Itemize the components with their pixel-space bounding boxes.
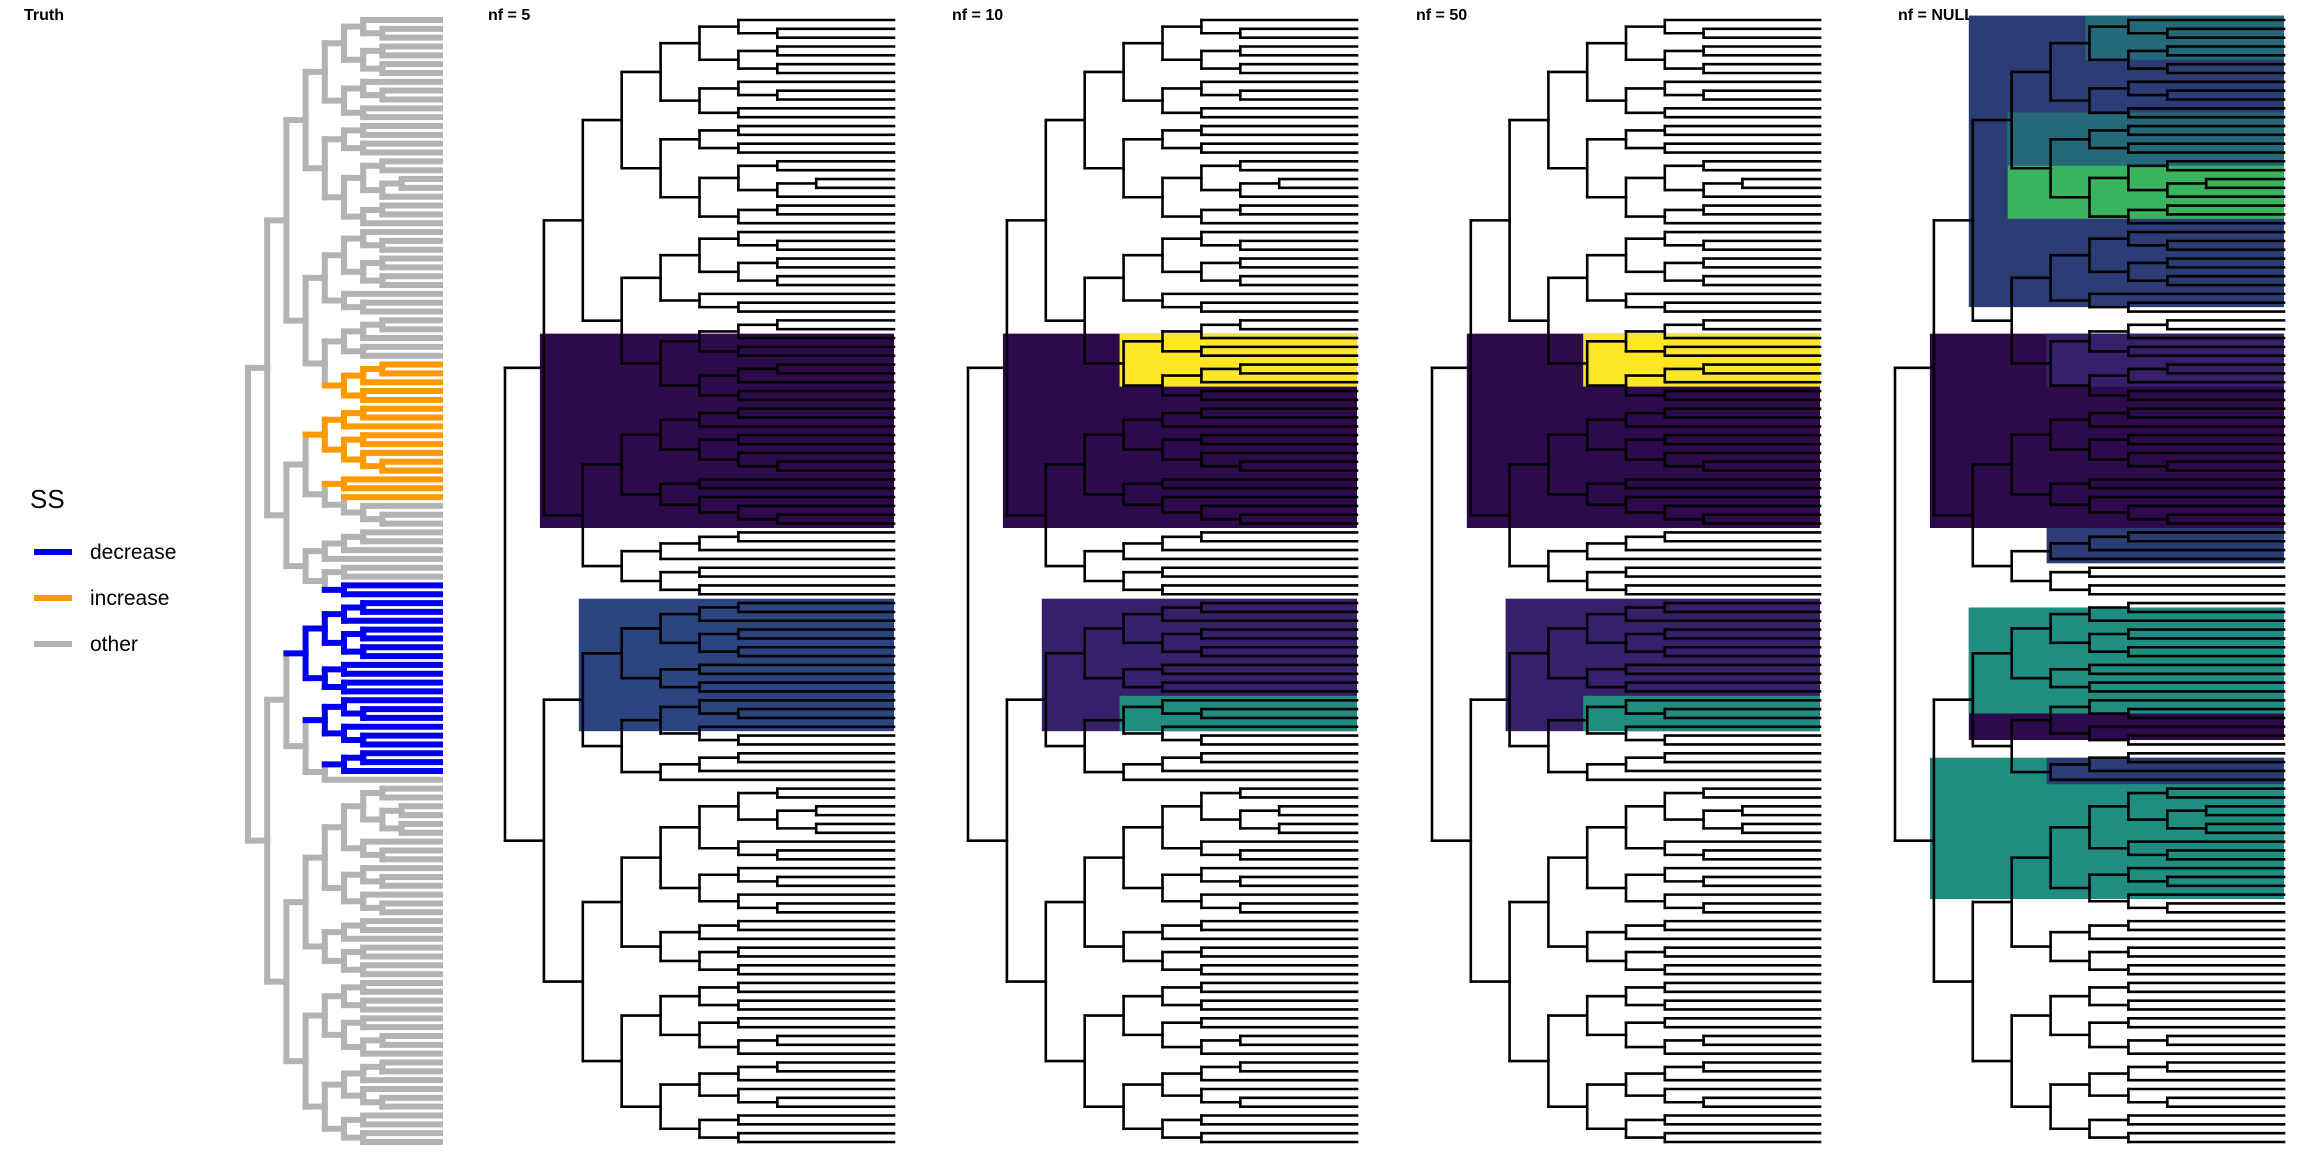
- tree-truth: [245, 17, 443, 1145]
- tree-nf10: [966, 18, 1359, 1144]
- panel-nf50: nf = 50: [1416, 7, 1822, 1144]
- tree-edges: [966, 18, 1359, 1144]
- legend-item-increase: increase: [34, 587, 169, 610]
- panel-nf10: nf = 10: [952, 7, 1359, 1144]
- legend-label-other: other: [90, 633, 138, 656]
- panel-title-nf5: nf = 5: [488, 7, 530, 24]
- panel-title-nf10: nf = 10: [952, 7, 1003, 24]
- legend: SS decrease increase other: [30, 484, 176, 656]
- clade-highlight-3: [1119, 695, 1357, 732]
- tree-nf50: [1430, 18, 1822, 1144]
- legend-item-decrease: decrease: [34, 541, 176, 564]
- legend-title: SS: [30, 484, 65, 514]
- tree-edges: [1430, 18, 1822, 1144]
- tree-nfnull: [1893, 15, 2286, 1144]
- legend-label-decrease: decrease: [90, 541, 176, 564]
- legend-item-other: other: [34, 633, 138, 656]
- panel-title-truth: Truth: [24, 7, 64, 24]
- clade-highlight-0: [539, 333, 894, 528]
- panel-truth: Truth: [24, 7, 443, 1145]
- tree-edges: [503, 18, 896, 1144]
- clade-highlight-8: [1968, 607, 2284, 714]
- tree-nf5: [503, 18, 896, 1144]
- tree-edges: [245, 17, 443, 1145]
- clade-highlight-3: [1583, 695, 1820, 732]
- tree-edges: [1893, 18, 2286, 1144]
- panel-title-nfnull: nf = NULL: [1898, 7, 1974, 24]
- clade-highlight-3: [2007, 112, 2284, 166]
- panel-nfnull: nf = NULL: [1893, 7, 2286, 1144]
- legend-label-increase: increase: [90, 587, 169, 610]
- panel-nf5: nf = 5: [488, 7, 896, 1144]
- panel-title-nf50: nf = 50: [1416, 7, 1467, 24]
- clade-highlight-6: [2046, 527, 2284, 564]
